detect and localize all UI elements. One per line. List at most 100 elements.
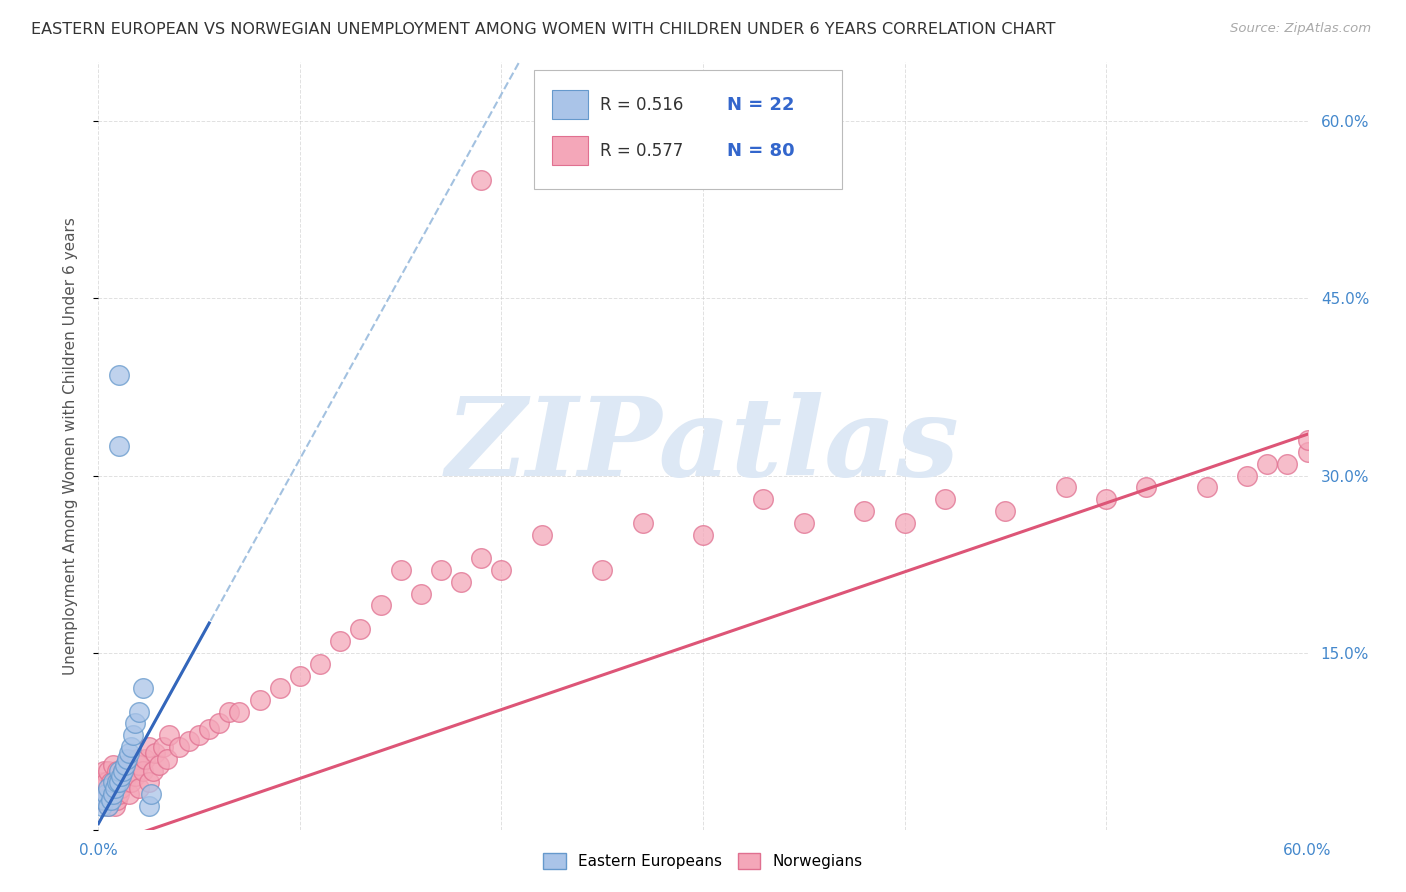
Text: N = 22: N = 22 — [727, 95, 794, 113]
Point — [218, 705, 240, 719]
Point — [110, 781, 132, 796]
Point — [97, 799, 120, 814]
Point — [93, 787, 115, 801]
Point — [157, 728, 180, 742]
Point — [179, 734, 201, 748]
Point — [124, 769, 146, 783]
Point — [89, 787, 111, 801]
Point — [115, 769, 138, 783]
Point — [91, 775, 114, 789]
Point — [692, 527, 714, 541]
Point — [450, 574, 472, 589]
Point — [110, 769, 132, 783]
Point — [128, 781, 150, 796]
Point — [93, 764, 115, 778]
Point — [105, 793, 128, 807]
Point — [101, 781, 124, 796]
Point — [152, 739, 174, 754]
Point — [132, 764, 155, 778]
Point — [530, 527, 553, 541]
Text: ZIPatlas: ZIPatlas — [446, 392, 960, 500]
Point — [143, 746, 166, 760]
Point — [1256, 457, 1278, 471]
Point — [139, 787, 162, 801]
Point — [138, 739, 160, 754]
Point — [491, 563, 513, 577]
Point — [470, 173, 492, 187]
Point — [1195, 480, 1218, 494]
Point — [132, 681, 155, 695]
Point — [269, 681, 291, 695]
Point — [198, 723, 221, 737]
Point — [107, 787, 129, 801]
Point — [115, 752, 138, 766]
Point — [107, 775, 129, 789]
Point — [121, 764, 143, 778]
Point — [249, 692, 271, 706]
Point — [591, 563, 613, 577]
Point — [1236, 468, 1258, 483]
Point — [91, 793, 114, 807]
Point — [101, 787, 124, 801]
Point — [100, 787, 122, 801]
Point — [893, 516, 915, 530]
Point — [1296, 445, 1319, 459]
Point — [107, 775, 129, 789]
Point — [793, 516, 815, 530]
Point — [118, 757, 141, 772]
Point — [138, 799, 160, 814]
Point — [309, 657, 332, 672]
FancyBboxPatch shape — [534, 70, 842, 189]
FancyBboxPatch shape — [551, 136, 588, 165]
Point — [752, 492, 775, 507]
Text: N = 80: N = 80 — [727, 142, 794, 160]
Point — [430, 563, 453, 577]
FancyBboxPatch shape — [551, 90, 588, 120]
Point — [107, 368, 129, 383]
Y-axis label: Unemployment Among Women with Children Under 6 years: Unemployment Among Women with Children U… — [63, 217, 77, 675]
Point — [156, 752, 179, 766]
Point — [124, 716, 146, 731]
Point — [101, 757, 124, 772]
Point — [128, 757, 150, 772]
Point — [100, 793, 122, 807]
Point — [142, 764, 165, 778]
Text: Source: ZipAtlas.com: Source: ZipAtlas.com — [1230, 22, 1371, 36]
Point — [105, 775, 128, 789]
Point — [118, 787, 141, 801]
Point — [101, 775, 124, 789]
Point — [934, 492, 956, 507]
Point — [1135, 480, 1157, 494]
Point — [1095, 492, 1118, 507]
Text: R = 0.577: R = 0.577 — [600, 142, 683, 160]
Point — [148, 757, 170, 772]
Point — [409, 586, 432, 600]
Point — [1277, 457, 1299, 471]
Point — [96, 793, 118, 807]
Legend: Eastern Europeans, Norwegians: Eastern Europeans, Norwegians — [537, 847, 869, 875]
Point — [97, 781, 120, 796]
Point — [208, 716, 231, 731]
Point — [125, 752, 148, 766]
Point — [470, 551, 492, 566]
Point — [167, 739, 190, 754]
Point — [100, 775, 122, 789]
Point — [288, 669, 311, 683]
Point — [118, 746, 141, 760]
Point — [994, 504, 1017, 518]
Point — [120, 739, 142, 754]
Point — [389, 563, 412, 577]
Point — [97, 764, 120, 778]
Point — [93, 793, 115, 807]
Point — [228, 705, 250, 719]
Point — [120, 775, 142, 789]
Point — [349, 622, 371, 636]
Point — [1054, 480, 1077, 494]
Point — [128, 705, 150, 719]
Point — [96, 775, 118, 789]
Point — [103, 781, 125, 796]
Point — [107, 764, 129, 778]
Point — [370, 599, 392, 613]
Point — [121, 728, 143, 742]
Point — [134, 752, 156, 766]
